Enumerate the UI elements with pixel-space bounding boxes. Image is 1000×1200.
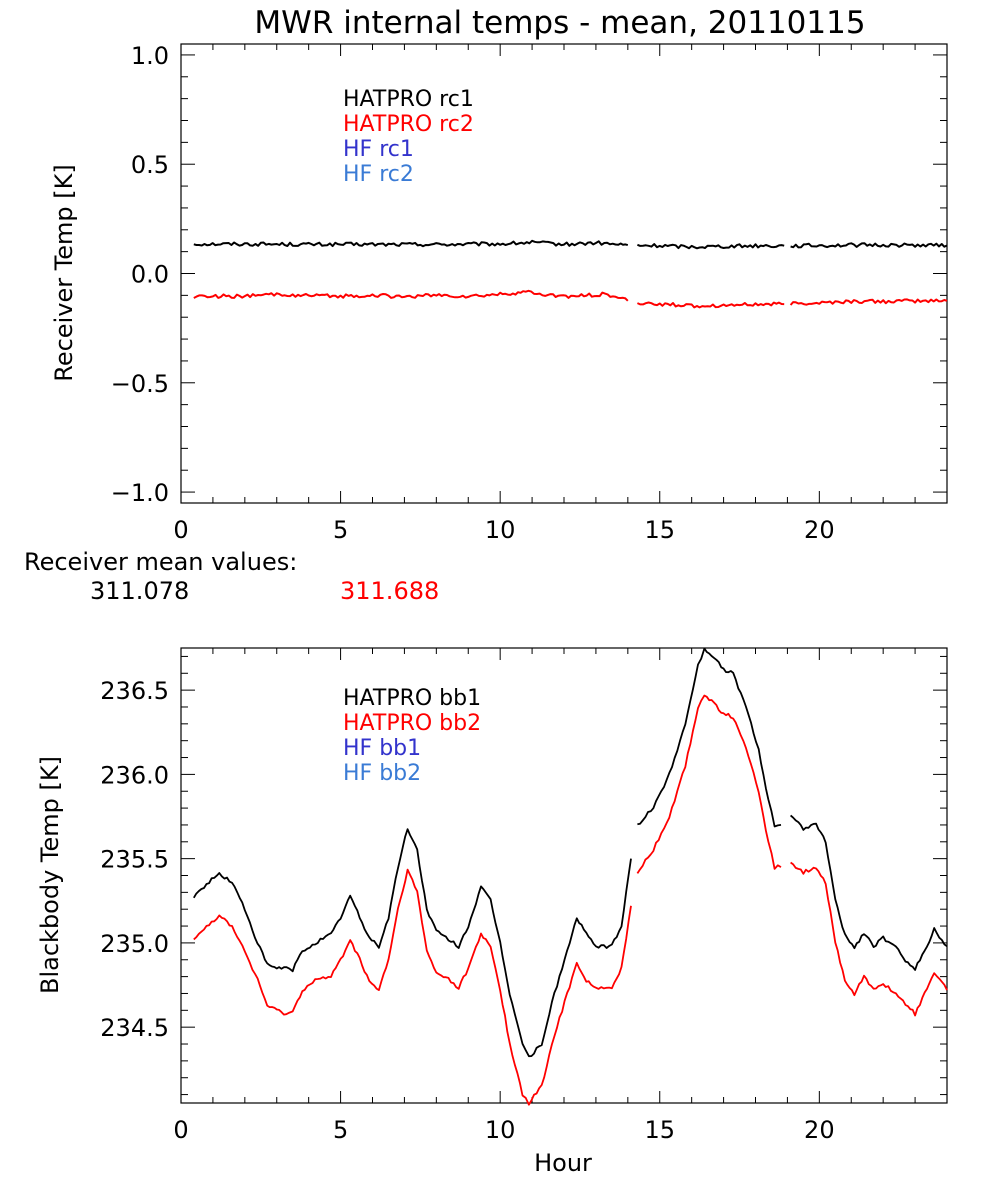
receiver-panel: 0 5 10 15 20 1.0 0.5 0.0 −0.5 −1.0 Receiver Temp … (50, 42, 948, 544)
y-tick-label: 236.0 (100, 761, 169, 789)
blackbody-series (193, 647, 948, 1106)
legend-hf-rc1: HF rc1 (343, 137, 414, 162)
y-tick-label: 235.5 (100, 846, 169, 874)
x-tick-label: 5 (333, 1116, 348, 1144)
x-tick-label: 20 (804, 516, 835, 544)
series-line-hatpro-bb2-segment-1 (193, 868, 632, 1106)
receiver-mean-rc2: 311.688 (340, 577, 439, 605)
receiver-ticks: 0 5 10 15 20 1.0 0.5 0.0 −0.5 −1.0 (111, 42, 948, 544)
receiver-plot-frame (180, 43, 948, 504)
y-tick-label: 236.5 (100, 677, 169, 705)
receiver-mean-label: Receiver mean values: (24, 548, 297, 576)
x-tick-label: 5 (333, 516, 348, 544)
receiver-series (193, 239, 948, 309)
legend-hatpro-rc2: HATPRO rc2 (343, 112, 474, 137)
receiver-legend: HATPRO rc1 HATPRO rc2 HF rc1 HF rc2 (343, 87, 474, 187)
legend-hf-bb2: HF bb2 (343, 761, 421, 786)
y-tick-label: 0.5 (131, 151, 169, 179)
figure-title: MWR internal temps - mean, 20110115 (254, 5, 865, 41)
y-tick-label: 235.0 (100, 930, 169, 958)
y-tick-label: 0.0 (131, 261, 169, 289)
series-line-hatpro-bb2-segment-3 (790, 861, 948, 1017)
series-line-hatpro-rc2-segment-3 (789, 298, 948, 306)
series-line-hatpro-rc2-segment-1 (193, 289, 629, 302)
blackbody-xlabel: Hour (534, 1149, 592, 1177)
y-tick-label: 1.0 (131, 42, 169, 70)
receiver-mean-rc1: 311.078 (90, 577, 189, 605)
series-line-hatpro-bb1-segment-1 (193, 828, 632, 1058)
series-line-hatpro-rc2-segment-2 (636, 301, 785, 309)
series-line-hatpro-rc1-segment-2 (637, 243, 785, 250)
legend-hf-rc2: HF rc2 (343, 162, 414, 187)
blackbody-panel: 0 5 10 15 20 236.5 236.0 235.5 235.0 234.5 Blackb… (36, 647, 948, 1177)
blackbody-legend: HATPRO bb1 HATPRO bb2 HF bb1 HF bb2 (343, 686, 481, 786)
receiver-ylabel: Receiver Temp [K] (50, 164, 78, 382)
x-tick-label: 15 (644, 1116, 675, 1144)
y-tick-label: −1.0 (111, 479, 169, 507)
x-tick-label: 20 (804, 1116, 835, 1144)
series-line-hatpro-rc1-segment-3 (790, 242, 948, 249)
y-tick-label: −0.5 (111, 370, 169, 398)
legend-hatpro-bb2: HATPRO bb2 (343, 711, 481, 736)
x-tick-label: 0 (173, 516, 188, 544)
series-line-hatpro-rc1-segment-1 (193, 239, 629, 248)
series-line-hatpro-bb1-segment-3 (790, 814, 948, 971)
x-tick-label: 15 (644, 516, 675, 544)
x-tick-label: 0 (173, 1116, 188, 1144)
y-tick-label: 234.5 (100, 1014, 169, 1042)
blackbody-ticks: 0 5 10 15 20 236.5 236.0 235.5 235.0 234.5 (100, 648, 948, 1144)
legend-hatpro-bb1: HATPRO bb1 (343, 686, 481, 711)
legend-hatpro-rc1: HATPRO rc1 (343, 87, 474, 112)
x-tick-label: 10 (485, 516, 516, 544)
x-tick-label: 10 (485, 1116, 516, 1144)
blackbody-ylabel: Blackbody Temp [K] (36, 756, 64, 994)
series-line-hatpro-bb1-segment-2 (637, 647, 782, 828)
receiver-mean-values: Receiver mean values: 311.078 311.688 (24, 548, 439, 605)
series-line-hatpro-bb2-segment-2 (636, 694, 782, 874)
legend-hf-bb1: HF bb1 (343, 736, 421, 761)
